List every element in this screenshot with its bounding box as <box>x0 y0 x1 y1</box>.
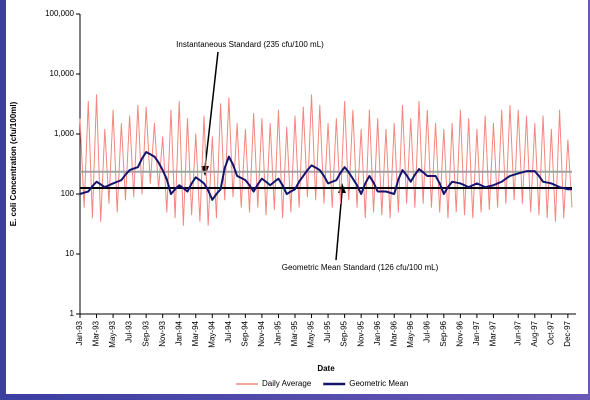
x-tick-label: Jun-97 <box>513 320 522 345</box>
y-axis-label: E. coli Concentration (cfu/100ml) <box>9 101 18 226</box>
annotation: Geometric Mean Standard (126 cfu/100 mL) <box>282 263 439 272</box>
x-axis-label: Date <box>317 364 335 373</box>
x-tick-label: Jan-93 <box>75 320 84 345</box>
x-tick-label: May-94 <box>207 320 216 347</box>
x-tick-label: Jul-94 <box>224 320 233 342</box>
y-tick-label: 10,000 <box>50 69 75 78</box>
x-tick-label: Jul-95 <box>323 320 332 342</box>
data-line <box>79 94 573 226</box>
x-tick-label: Jan-94 <box>174 320 183 345</box>
legend-label: Geometric Mean <box>349 379 408 388</box>
x-tick-label: Sep-94 <box>240 320 249 346</box>
annotation: Instantaneous Standard (235 cfu/100 mL) <box>176 40 324 49</box>
x-tick-label: Mar-94 <box>191 320 200 346</box>
x-tick-label: Nov-95 <box>356 320 365 346</box>
x-tick-label: Sep-93 <box>141 320 150 346</box>
x-tick-label: Mar-95 <box>290 320 299 346</box>
annotation-arrow <box>335 191 343 261</box>
y-tick-label: 1 <box>70 309 75 318</box>
x-tick-label: Nov-96 <box>455 320 464 346</box>
x-tick-label: Jan-95 <box>274 320 283 345</box>
x-tick-label: Mar-93 <box>92 320 101 346</box>
x-tick-label: Dec-97 <box>563 320 572 346</box>
x-tick-label: Nov-93 <box>158 320 167 346</box>
x-tick-label: Jan-97 <box>472 320 481 345</box>
x-tick-label: Aug-97 <box>530 320 539 346</box>
x-tick-label: May-95 <box>307 320 316 347</box>
x-tick-label: Sep-95 <box>340 320 349 346</box>
x-tick-label: Jul-96 <box>422 320 431 342</box>
legend-label: Daily Average <box>262 379 312 388</box>
annotation-arrow <box>204 51 219 169</box>
y-tick-label: 100 <box>61 189 75 198</box>
y-tick-label: 1,000 <box>54 129 75 138</box>
x-tick-label: Sep-96 <box>439 320 448 346</box>
x-tick-label: Mar-96 <box>389 320 398 346</box>
x-tick-label: May-96 <box>406 320 415 347</box>
x-tick-label: Nov-94 <box>257 320 266 346</box>
x-tick-label: May-93 <box>108 320 117 347</box>
chart-background <box>6 0 588 394</box>
data-line <box>79 151 572 201</box>
x-tick-label: Jan-96 <box>373 320 382 345</box>
y-tick-label: 10 <box>65 249 74 258</box>
y-tick-label: 100,000 <box>45 9 74 18</box>
x-tick-label: Oct-97 <box>546 320 555 345</box>
x-tick-label: Jul-93 <box>125 320 134 342</box>
x-tick-label: Mar-97 <box>489 320 498 346</box>
